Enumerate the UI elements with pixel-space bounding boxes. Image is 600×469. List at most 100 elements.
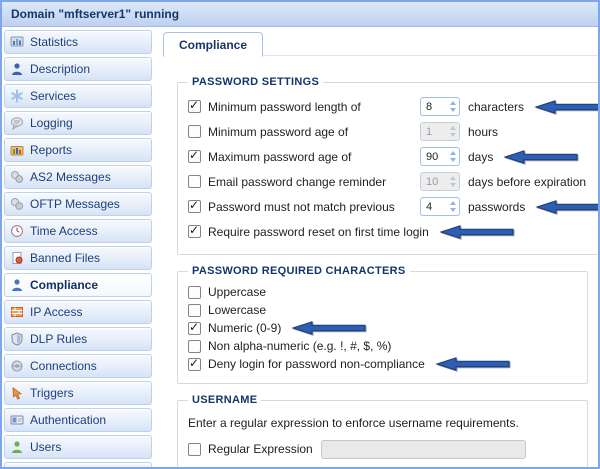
tab-strip: Compliance xyxy=(162,27,598,57)
section-legend: PASSWORD REQUIRED CHARACTERS xyxy=(192,265,406,277)
setting-row: Require password reset on first time log… xyxy=(188,219,598,244)
number-input-passwords[interactable]: 4 xyxy=(420,197,460,216)
checkbox-password-must-not-match-previous[interactable] xyxy=(188,198,201,213)
checkbox-label: Email password change reminder xyxy=(208,174,387,189)
sidebar-item-oftp-messages[interactable]: OFTP Messages xyxy=(4,192,152,216)
checkbox-minimum-password-length-of[interactable] xyxy=(188,98,201,113)
setting-row: Minimum password age of 1 hours xyxy=(188,119,598,144)
spinner-down-icon[interactable] xyxy=(450,108,456,112)
spinner-up-icon[interactable] xyxy=(450,176,456,180)
setting-row: Uppercase xyxy=(188,283,577,301)
checkbox-minimum-password-age-of[interactable] xyxy=(188,125,201,138)
checkbox-lowercase[interactable] xyxy=(188,303,201,317)
spinner-up-icon[interactable] xyxy=(450,101,456,105)
checkbox-numeric-0-9[interactable] xyxy=(188,320,201,335)
annotation-arrow-icon xyxy=(535,199,598,215)
sidebar-item-services[interactable]: Services xyxy=(4,84,152,108)
sidebar-item-as2-messages[interactable]: AS2 Messages xyxy=(4,165,152,189)
sidebar-item-ip-access[interactable]: IP Access xyxy=(4,300,152,324)
setting-row: Maximum password age of 90 days xyxy=(188,144,598,169)
setting-row: Password must not match previous 4 passwor… xyxy=(188,194,598,219)
checkbox-label: Numeric (0-9) xyxy=(208,321,282,335)
sidebar-item-reports[interactable]: Reports xyxy=(4,138,152,162)
sidebar-item-label: AS2 Messages xyxy=(30,170,111,184)
username-section: USERNAME Enter a regular expression to e… xyxy=(177,394,588,467)
username-description: Enter a regular expression to enforce us… xyxy=(188,416,519,430)
sidebar-item-label: Description xyxy=(30,62,91,76)
banned-file-icon xyxy=(10,251,24,265)
sidebar-item-triggers[interactable]: Triggers xyxy=(4,381,152,405)
setting-row: Numeric (0-9) xyxy=(188,319,577,337)
group-icon xyxy=(10,467,24,468)
checkbox-label: Regular Expression xyxy=(208,442,313,456)
trigger-icon xyxy=(10,386,24,400)
spinner-down-icon[interactable] xyxy=(450,208,456,212)
spinner-buttons[interactable] xyxy=(447,173,459,190)
checkbox-non-alpha-numeric-e-g[interactable] xyxy=(188,339,201,353)
sidebar-item-users[interactable]: Users xyxy=(4,435,152,459)
spinner-down-icon[interactable] xyxy=(450,133,456,137)
sidebar-item-partial[interactable] xyxy=(4,462,152,468)
checkbox-label: Password must not match previous xyxy=(208,199,395,214)
number-input-characters[interactable]: 8 xyxy=(420,97,460,116)
spinner-buttons[interactable] xyxy=(447,198,459,215)
firewall-icon xyxy=(10,305,24,319)
checkbox-uppercase[interactable] xyxy=(188,285,201,299)
sidebar-item-authentication[interactable]: Authentication xyxy=(4,408,152,432)
sidebar-item-dlp-rules[interactable]: DLP Rules xyxy=(4,327,152,351)
spinner-buttons[interactable] xyxy=(447,98,459,115)
tab-compliance[interactable]: Compliance xyxy=(163,32,264,57)
number-input-days-before-expiration[interactable]: 10 xyxy=(420,172,460,191)
annotation-arrow-icon xyxy=(503,149,579,165)
number-value: 8 xyxy=(426,100,433,113)
sidebar-item-logging[interactable]: Logging xyxy=(4,111,152,135)
number-value: 4 xyxy=(426,200,433,213)
unit-label: characters xyxy=(468,99,525,114)
unit-label: hours xyxy=(468,124,499,139)
checkbox-maximum-password-age-of[interactable] xyxy=(188,148,201,163)
regex-row: Regular Expression xyxy=(188,438,577,460)
id-card-icon xyxy=(10,413,24,427)
number-value: 1 xyxy=(426,125,433,138)
spinner-down-icon[interactable] xyxy=(450,158,456,162)
spinner-up-icon[interactable] xyxy=(450,201,456,205)
sidebar-item-label: Logging xyxy=(30,116,73,130)
checkbox-label: Lowercase xyxy=(208,303,267,317)
regex-input[interactable] xyxy=(320,439,526,459)
sidebar-item-label: Banned Files xyxy=(30,251,101,265)
number-input-hours[interactable]: 1 xyxy=(420,122,460,141)
sidebar-nav: Statistics Description Services Logging Repo… xyxy=(2,27,154,468)
shield-icon xyxy=(10,332,24,346)
regular-expression-checkbox[interactable] xyxy=(188,442,201,456)
sidebar-item-compliance[interactable]: Compliance xyxy=(4,273,152,297)
sidebar-item-label: Time Access xyxy=(30,224,98,238)
checkbox-require-password-reset-on-first-time-login[interactable] xyxy=(188,223,201,238)
sidebar-item-label: Compliance xyxy=(30,278,99,292)
spinner-buttons[interactable] xyxy=(447,123,459,140)
annotation-arrow-icon xyxy=(534,99,598,115)
spinner-up-icon[interactable] xyxy=(450,151,456,155)
checkbox-label: Minimum password length of xyxy=(208,99,361,114)
sidebar-item-time-access[interactable]: Time Access xyxy=(4,219,152,243)
annotation-arrow-icon xyxy=(291,320,367,336)
sidebar-item-description[interactable]: Description xyxy=(4,57,152,81)
sidebar-item-label: Statistics xyxy=(30,35,79,49)
sidebar-item-label: Authentication xyxy=(30,413,107,427)
description-icon xyxy=(10,62,24,76)
password-required-characters-section: PASSWORD REQUIRED CHARACTERS Uppercase Lo… xyxy=(177,265,588,384)
logging-icon xyxy=(10,116,24,130)
spinner-down-icon[interactable] xyxy=(450,183,456,187)
checkbox-email-password-change-reminder[interactable] xyxy=(188,175,201,188)
sidebar-item-connections[interactable]: Connections xyxy=(4,354,152,378)
section-legend: PASSWORD SETTINGS xyxy=(192,76,320,88)
checkbox-label: Require password reset on first time log… xyxy=(208,224,429,239)
spinner-up-icon[interactable] xyxy=(450,126,456,130)
sidebar-item-banned-files[interactable]: Banned Files xyxy=(4,246,152,270)
checkbox-deny-login-for-password-non-compliance[interactable] xyxy=(188,356,201,371)
messages-icon xyxy=(10,170,24,184)
number-input-days[interactable]: 90 xyxy=(420,147,460,166)
sidebar-item-statistics[interactable]: Statistics xyxy=(4,30,152,54)
setting-row: Deny login for password non-compliance xyxy=(188,355,577,373)
spinner-buttons[interactable] xyxy=(447,148,459,165)
sidebar-item-label: Reports xyxy=(30,143,73,157)
